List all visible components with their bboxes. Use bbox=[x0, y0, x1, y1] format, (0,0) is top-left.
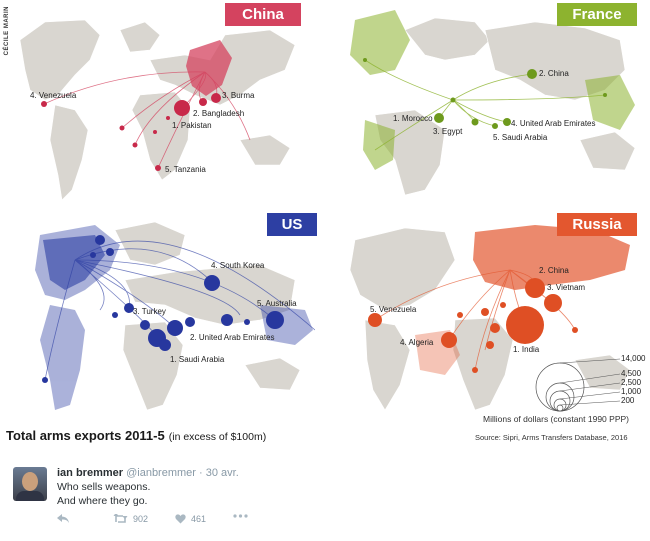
more-icon bbox=[233, 514, 248, 518]
us-label-south-korea: 4. South Korea bbox=[211, 261, 265, 270]
russia-label-india: 1. India bbox=[513, 345, 540, 354]
title-main: Total arms exports 2011-5 bbox=[6, 428, 165, 443]
us-tag: US bbox=[267, 213, 317, 236]
like-count: 461 bbox=[191, 514, 207, 524]
retweet-icon bbox=[113, 514, 128, 523]
china-tag: China bbox=[225, 3, 301, 26]
russia-label-algeria: 4. Algeria bbox=[400, 338, 434, 347]
china-label-tanzania: 5. Tanzania bbox=[165, 165, 206, 174]
russia-label-china: 2. China bbox=[539, 266, 569, 275]
tweet[interactable]: ian bremmer @ianbremmer · 30 avr. Who se… bbox=[0, 458, 650, 541]
us-label-saudi-arabia: 1. Saudi Arabia bbox=[170, 355, 225, 364]
russia-tag: Russia bbox=[557, 213, 637, 236]
separator-dot: · bbox=[199, 467, 203, 479]
legend-value-1000: 1,000 bbox=[621, 387, 642, 396]
china-map-panel: 4. Venezuela 3. Burma 2. Bangladesh 1. P… bbox=[10, 0, 310, 205]
more-button[interactable] bbox=[233, 514, 248, 518]
retweet-count: 902 bbox=[133, 514, 149, 524]
china-label-bangladesh: 2. Bangladesh bbox=[193, 109, 244, 118]
reply-button[interactable] bbox=[57, 514, 70, 524]
avatar[interactable] bbox=[13, 467, 47, 501]
france-label-saudi-arabia: 5. Saudi Arabia bbox=[493, 133, 548, 142]
china-label-burma: 3. Burma bbox=[222, 91, 255, 100]
infographic-image[interactable]: CÉCILE MARIN bbox=[0, 0, 650, 460]
heart-icon bbox=[175, 514, 186, 524]
tweet-text-line-1: Who sells weapons. bbox=[57, 481, 151, 493]
source-note: Source: Sipri, Arms Transfers Database, … bbox=[475, 433, 628, 442]
france-label-uae: 4. United Arab Emirates bbox=[511, 119, 595, 128]
russia-label-venezuela: 5. Venezuela bbox=[370, 305, 417, 314]
france-label-morocco: 1. Morocco bbox=[393, 114, 433, 123]
us-label-uae: 2. United Arab Emirates bbox=[190, 333, 274, 342]
china-label-venezuela: 4. Venezuela bbox=[30, 91, 77, 100]
legend-caption: Millions of dollars (constant 1990 PPP) bbox=[483, 414, 629, 424]
author-name[interactable]: ian bremmer bbox=[57, 467, 124, 479]
legend-value-4500: 4,500 bbox=[621, 369, 642, 378]
russia-label-vietnam: 3. Vietnam bbox=[547, 283, 585, 292]
author-handle[interactable]: @ianbremmer bbox=[126, 467, 196, 479]
france-map-panel: 2. China 1. Morocco 4. United Arab Emira… bbox=[335, 0, 645, 205]
tweet-date[interactable]: 30 avr. bbox=[205, 467, 239, 479]
title-sub: (in excess of $100m) bbox=[168, 431, 267, 443]
tweet-header: ian bremmer @ianbremmer · 30 avr. bbox=[57, 467, 239, 479]
russia-map-panel: 2. China 3. Vietnam 5. Venezuela 4. Alge… bbox=[335, 210, 645, 425]
size-legend: 14,000 4,500 2,500 1,000 200 bbox=[520, 340, 650, 420]
us-map-panel: 4. South Korea 5. Australia 3. Turkey 2.… bbox=[5, 210, 317, 425]
tweet-text-line-2: And where they go. bbox=[57, 495, 148, 507]
legend-value-200: 200 bbox=[621, 396, 635, 405]
us-label-turkey: 3. Turkey bbox=[133, 307, 166, 316]
infographic-title: Total arms exports 2011-5 (in excess of $… bbox=[6, 428, 266, 443]
france-label-egypt: 3. Egypt bbox=[433, 127, 463, 136]
us-label-australia: 5. Australia bbox=[257, 299, 297, 308]
france-tag: France bbox=[557, 3, 637, 26]
reply-icon bbox=[57, 514, 69, 523]
like-button[interactable]: 461 bbox=[175, 514, 206, 524]
retweet-button[interactable]: 902 bbox=[113, 514, 148, 524]
legend-value-2500: 2,500 bbox=[621, 378, 642, 387]
france-label-china: 2. China bbox=[539, 69, 569, 78]
legend-value-14000: 14,000 bbox=[621, 354, 646, 363]
china-label-pakistan: 1. Pakistan bbox=[172, 121, 212, 130]
